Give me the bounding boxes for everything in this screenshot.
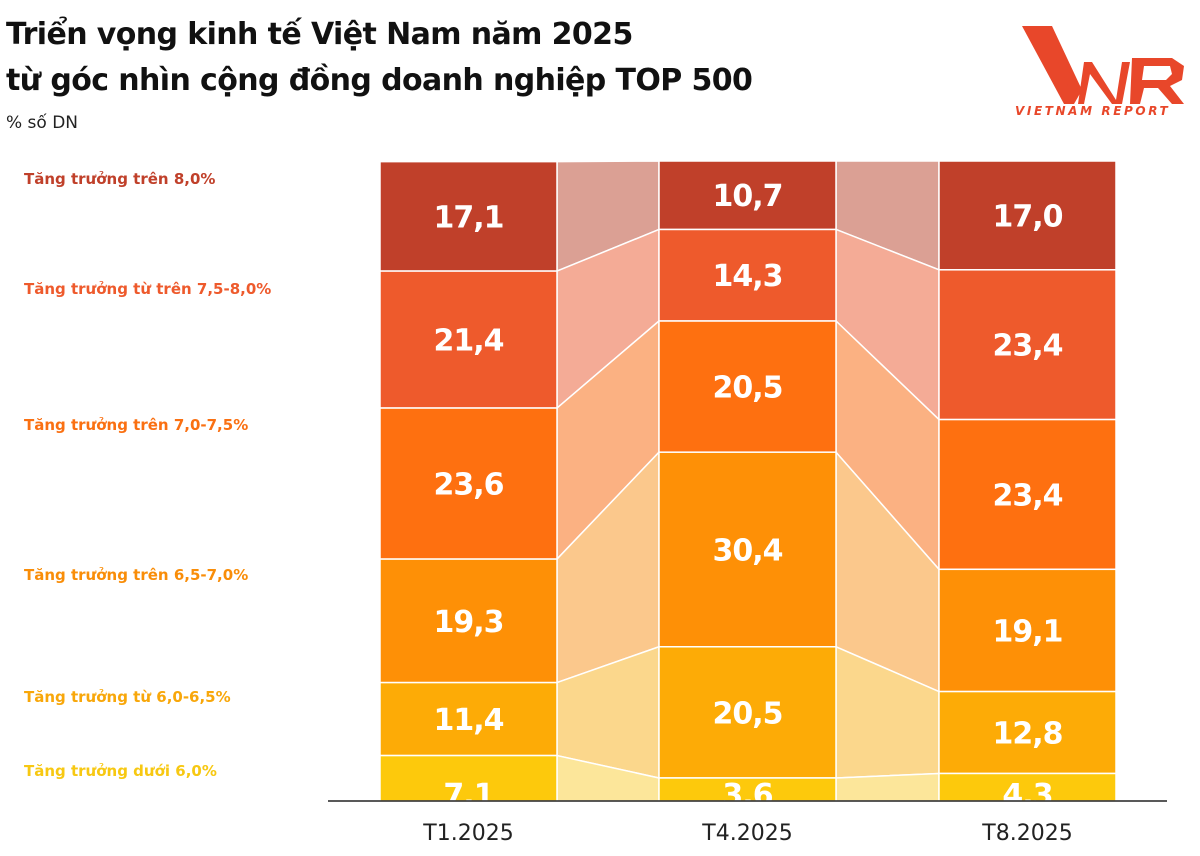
- title-line-2: từ góc nhìn cộng đồng doanh nghiệp TOP 5…: [6, 63, 753, 98]
- segment-value: 20,5: [712, 371, 782, 406]
- bar-segment: [938, 160, 1117, 271]
- bar-segment: [379, 754, 558, 802]
- bar-segment: [658, 646, 837, 779]
- bar-segment: [379, 681, 558, 757]
- segment-value: 19,1: [992, 614, 1062, 649]
- bar-segment: [379, 558, 558, 684]
- segment-value: 14,3: [712, 259, 782, 294]
- segment-value: 30,4: [712, 533, 782, 568]
- legend-label: Tăng trưởng dưới 6,0%: [24, 762, 217, 780]
- connector-band: [835, 772, 940, 802]
- bar-segment: [658, 228, 837, 322]
- legend-label: Tăng trưởng trên 7,0-7,5%: [24, 416, 249, 434]
- segment-value: 4,3: [1002, 778, 1052, 813]
- segment-value: 17,1: [433, 200, 503, 235]
- bar-segment: [658, 320, 837, 453]
- x-axis-label: T8.2025: [981, 821, 1072, 846]
- legend-label: Tăng trưởng trên 6,5-7,0%: [24, 566, 249, 584]
- legend-label: Tăng trưởng từ trên 7,5-8,0%: [24, 280, 272, 298]
- bar-segment: [379, 160, 558, 272]
- x-axis-label: T1.2025: [422, 821, 513, 846]
- segment-value: 23,4: [992, 478, 1062, 513]
- vnr-logo-icon: [1022, 26, 1184, 104]
- segment-value: 23,6: [433, 468, 503, 503]
- segment-value: 11,4: [433, 703, 503, 738]
- bar-segment: [379, 407, 558, 560]
- chart-title: Triển vọng kinh tế Việt Nam năm 2025 từ …: [6, 12, 753, 104]
- unit-label: % số DN: [6, 113, 79, 133]
- segment-value: 23,4: [992, 329, 1062, 364]
- bar-segment: [658, 451, 837, 648]
- segment-value: 21,4: [433, 324, 503, 359]
- bar-segment: [658, 160, 837, 231]
- bar-segment: [379, 270, 558, 409]
- bar-segment: [938, 418, 1117, 571]
- legend-label: Tăng trưởng trên 8,0%: [24, 170, 216, 188]
- logo-text: VIETNAM REPORT: [1015, 104, 1171, 118]
- segment-value: 12,8: [992, 717, 1062, 752]
- segment-value: 19,3: [433, 605, 503, 640]
- bar-segment: [938, 568, 1117, 693]
- segment-value: 17,0: [992, 199, 1062, 234]
- x-axis-label: T4.2025: [701, 821, 792, 846]
- title-line-1: Triển vọng kinh tế Việt Nam năm 2025: [6, 17, 633, 52]
- segment-value: 10,7: [712, 179, 782, 214]
- segment-value: 3,6: [722, 778, 772, 813]
- segment-value: 7,1: [443, 778, 493, 813]
- legend-label: Tăng trưởng từ 6,0-6,5%: [24, 688, 231, 706]
- segment-value: 20,5: [712, 696, 782, 731]
